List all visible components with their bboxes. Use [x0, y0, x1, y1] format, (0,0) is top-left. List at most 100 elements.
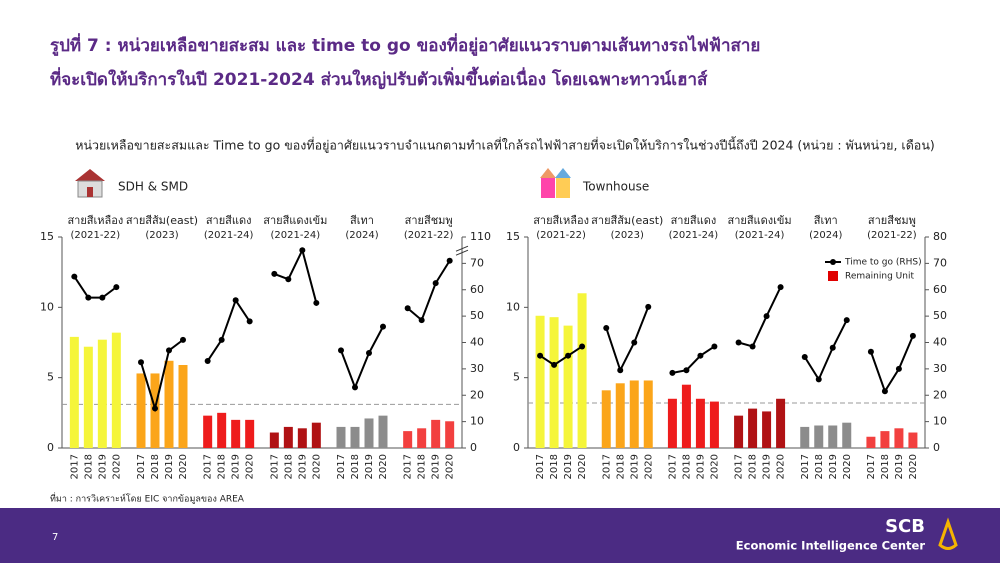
- legend-label: Remaining Unit: [845, 272, 914, 282]
- y-tick-label: 0: [47, 441, 54, 454]
- bar: [695, 398, 705, 448]
- time-to-go-line: [738, 286, 782, 348]
- group-period: (2021-24): [204, 230, 254, 241]
- x-tick-label: 2019: [563, 454, 574, 479]
- time-to-go-line: [605, 306, 650, 373]
- x-tick-label: 2017: [535, 454, 546, 479]
- time-to-go-line: [803, 319, 848, 382]
- x-tick-label: 2017: [269, 454, 280, 479]
- bar: [269, 432, 279, 448]
- y2-tick-label: 20: [470, 388, 484, 401]
- x-tick-label: 2019: [629, 454, 640, 479]
- time-to-go-point: [313, 299, 320, 306]
- time-to-go-point: [909, 332, 916, 339]
- bar: [748, 408, 758, 448]
- bar: [403, 431, 413, 448]
- bar: [245, 419, 255, 448]
- bar: [350, 426, 360, 448]
- x-tick-label: 2019: [828, 454, 839, 479]
- x-tick-label: 2018: [283, 454, 294, 479]
- slide-title: รูปที่ 7 : หน่วยเหลือขายสะสม และ time to…: [50, 33, 760, 57]
- time-to-go-point: [669, 369, 676, 376]
- bar: [800, 426, 810, 448]
- time-to-go-point: [113, 284, 120, 291]
- footer-band: [0, 508, 1000, 563]
- group-period: (2024): [809, 230, 842, 241]
- y2-tick-label: 70: [933, 256, 947, 269]
- time-to-go-point: [85, 294, 92, 301]
- bar: [431, 419, 441, 448]
- time-to-go-point: [71, 273, 78, 280]
- time-to-go-line: [140, 339, 184, 413]
- bar: [178, 365, 188, 448]
- time-to-go-point: [418, 317, 425, 324]
- time-to-go-point: [843, 317, 850, 324]
- time-to-go-point: [579, 343, 586, 350]
- bar: [894, 428, 904, 448]
- chart-title: SDH & SMD: [118, 180, 188, 194]
- time-to-go-point: [551, 361, 558, 368]
- group-period: (2023): [145, 230, 178, 241]
- time-to-go-point: [829, 344, 836, 351]
- y-tick-label: 5: [47, 371, 54, 384]
- time-to-go-point: [380, 323, 386, 330]
- bar: [136, 373, 146, 448]
- x-tick-label: 2018: [748, 454, 759, 479]
- x-tick-label: 2018: [83, 454, 94, 479]
- bar: [615, 383, 625, 448]
- group-name: สายสีส้ม(east): [591, 214, 663, 227]
- y2-tick-label: 60: [470, 283, 484, 296]
- time-to-go-point: [777, 284, 784, 291]
- time-to-go-point: [285, 276, 292, 283]
- x-tick-label: 2017: [203, 454, 214, 479]
- x-tick-label: 2018: [880, 454, 891, 479]
- bar: [297, 428, 307, 448]
- time-to-go-point: [815, 376, 822, 383]
- bar: [336, 426, 346, 448]
- x-tick-label: 2019: [297, 454, 308, 479]
- bar: [814, 425, 824, 448]
- x-tick-label: 2020: [245, 454, 256, 479]
- time-to-go-point: [697, 352, 704, 359]
- x-tick-label: 2020: [111, 454, 122, 479]
- y2-tick-label: 10: [470, 415, 484, 428]
- time-to-go-line: [672, 345, 715, 374]
- group-name: สายสีเหลือง: [67, 214, 123, 227]
- x-tick-label: 2018: [681, 454, 692, 479]
- slide-title: ที่จะเปิดให้บริการในปี 2021-2024 ส่วนใหญ…: [50, 66, 708, 90]
- bar: [97, 339, 107, 448]
- time-to-go-point: [749, 343, 756, 350]
- y2-tick-label: 20: [933, 388, 947, 401]
- group-name: สีเทา: [814, 214, 838, 227]
- y-tick-label: 10: [506, 300, 520, 313]
- bar: [643, 380, 653, 448]
- bar: [908, 432, 918, 448]
- townhouse-icon: [540, 168, 571, 198]
- time-to-go-point: [232, 297, 239, 304]
- bar: [217, 412, 227, 448]
- bar: [709, 401, 719, 448]
- group-name: สายสีชมพู: [405, 214, 453, 227]
- time-to-go-point: [338, 347, 344, 354]
- bar: [164, 360, 174, 448]
- time-to-go-point: [867, 348, 874, 355]
- group-name: สีเทา: [350, 214, 374, 227]
- y2-tick-label: 70: [470, 256, 484, 269]
- group-name: สายสีแดง: [206, 214, 252, 227]
- y2-tick-label: 40: [933, 336, 947, 349]
- y2-tick-label: 30: [933, 362, 947, 375]
- time-to-go-point: [271, 270, 278, 277]
- time-to-go-point: [446, 257, 453, 264]
- x-tick-label: 2018: [217, 454, 228, 479]
- chart-subtitle: หน่วยเหลือขายสะสมและ Time to go ของที่อย…: [75, 136, 935, 154]
- x-tick-label: 2018: [814, 454, 825, 479]
- y2-tick-label: 50: [470, 309, 484, 322]
- y2-tick-label: 60: [933, 283, 947, 296]
- x-tick-label: 2017: [734, 454, 745, 479]
- x-tick-label: 2020: [378, 454, 389, 479]
- time-to-go-point: [537, 352, 544, 359]
- time-to-go-line: [73, 276, 117, 299]
- y2-tick-label: 0: [470, 441, 477, 454]
